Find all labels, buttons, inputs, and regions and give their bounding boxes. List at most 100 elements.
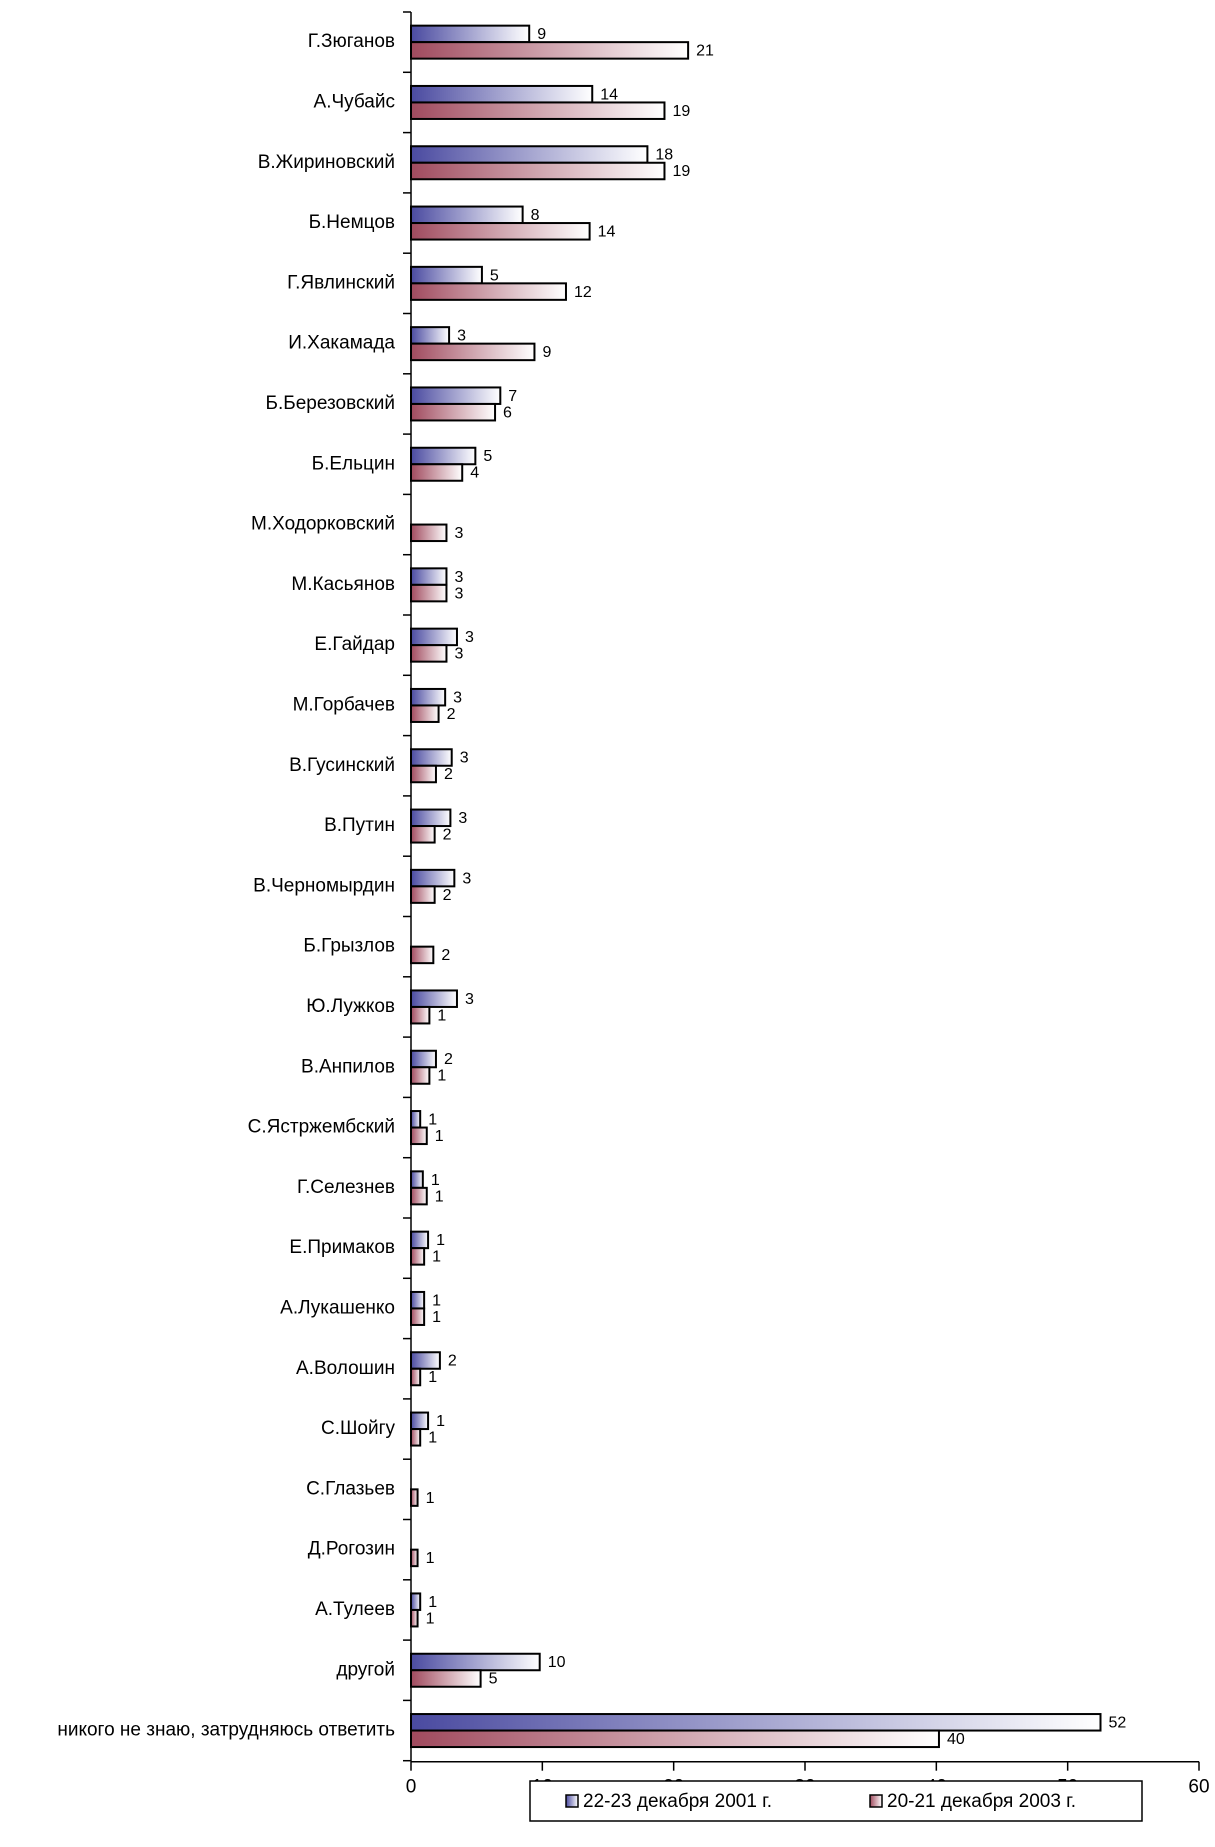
category-label: Д.Рогозин	[308, 1539, 395, 1560]
bar	[410, 1428, 422, 1447]
data-label: 3	[460, 750, 469, 767]
data-label: 1	[436, 1232, 445, 1249]
bar	[410, 523, 448, 543]
bar	[410, 282, 567, 301]
category-label: С.Шойгу	[321, 1418, 396, 1439]
category-label: Г.Селезнев	[297, 1177, 395, 1198]
data-label: 8	[531, 207, 540, 224]
bar	[410, 1367, 422, 1387]
data-label: 1	[426, 1550, 435, 1567]
category-label: В.Гусинский	[289, 755, 395, 776]
category-label: М.Ходорковский	[251, 514, 395, 535]
data-label: 1	[435, 1188, 444, 1205]
bar	[410, 1110, 422, 1129]
bar	[410, 1049, 437, 1069]
category-label: никого не знаю, затрудняюсь ответить	[57, 1720, 395, 1741]
bar	[410, 265, 483, 285]
data-label: 2	[441, 947, 450, 964]
x-tick-label: 0	[406, 1777, 417, 1798]
data-label: 3	[465, 991, 474, 1008]
bar	[410, 583, 448, 603]
bar	[410, 342, 536, 362]
bar	[410, 1729, 940, 1749]
data-label: 1	[432, 1292, 441, 1309]
data-label: 3	[457, 328, 466, 345]
data-label: 19	[672, 163, 690, 180]
category-label: Г.Зюганов	[308, 31, 395, 52]
bar	[410, 1608, 419, 1628]
bar	[410, 1186, 428, 1206]
bars	[410, 24, 1102, 1749]
data-label: 18	[655, 147, 673, 164]
bar	[410, 885, 436, 904]
category-label: С.Ястржембский	[248, 1117, 395, 1138]
data-label: 1	[426, 1610, 435, 1627]
category-label: В.Путин	[324, 815, 395, 836]
bar	[410, 567, 448, 586]
category-label: Е.Гайдар	[314, 634, 395, 655]
legend-box	[529, 1780, 1143, 1822]
data-label: 14	[600, 86, 618, 103]
category-label: А.Волошин	[296, 1358, 395, 1379]
category-label: Б.Березовский	[266, 393, 395, 414]
data-label: 12	[574, 284, 592, 301]
category-labels: Г.Зюганов А.Чубайс В.Жириновский Б.Немцов Г.…	[57, 31, 395, 1740]
category-label: М.Горбачев	[293, 694, 395, 715]
bar	[410, 627, 458, 647]
bar	[410, 825, 436, 844]
data-label: 2	[448, 1353, 457, 1370]
legend-label: 20-21 декабря 2003 г.	[887, 1791, 1076, 1812]
category-label: С.Глазьев	[306, 1478, 395, 1499]
category-label: Г.Явлинский	[287, 272, 395, 293]
bar	[410, 1290, 426, 1310]
bar	[410, 868, 456, 888]
category-label: Ю.Лужков	[306, 996, 395, 1017]
bar	[410, 205, 524, 225]
data-label: 5	[490, 267, 499, 284]
bar	[410, 945, 435, 965]
category-label: А.Лукашенко	[280, 1297, 395, 1318]
data-label: 3	[462, 870, 471, 887]
bar	[410, 1669, 482, 1688]
data-label: 3	[453, 689, 462, 706]
data-label: 1	[432, 1309, 441, 1326]
bar	[410, 386, 502, 405]
legend-label: 22-23 декабря 2001 г.	[583, 1791, 772, 1812]
category-label: В.Черномырдин	[253, 875, 395, 896]
data-label: 10	[548, 1654, 566, 1671]
data-label: 1	[437, 1007, 446, 1024]
data-label: 7	[508, 388, 517, 405]
bar	[410, 84, 594, 104]
bar	[410, 1126, 428, 1146]
bar	[410, 808, 452, 828]
data-label: 5	[489, 1671, 498, 1688]
category-label: А.Чубайс	[314, 91, 395, 112]
bar	[410, 1005, 431, 1025]
data-label: 1	[435, 1128, 444, 1145]
bar	[410, 222, 591, 241]
bar	[410, 1592, 422, 1611]
data-label: 1	[428, 1369, 437, 1386]
bar	[410, 402, 497, 422]
bar	[410, 1170, 424, 1189]
bar	[410, 1652, 541, 1672]
legend: 22-23 декабря 2001 г. 20-21 декабря 2003 …	[529, 1780, 1143, 1822]
legend-swatch	[565, 1794, 579, 1808]
bar	[410, 1230, 430, 1250]
bar	[410, 1548, 419, 1568]
bar	[410, 145, 649, 164]
value-labels: 9211419181981451239765433333323232322312…	[426, 26, 1127, 1748]
data-label: 52	[1109, 1715, 1127, 1732]
data-label: 14	[598, 224, 616, 241]
category-label: И.Хакамада	[288, 333, 395, 354]
bar	[410, 1307, 426, 1326]
category-label: другой	[336, 1659, 395, 1680]
bar	[410, 644, 448, 663]
legend-swatch	[869, 1794, 883, 1808]
data-label: 9	[542, 344, 551, 361]
bar	[410, 1488, 419, 1507]
bar	[410, 1411, 430, 1431]
category-label: В.Анпилов	[301, 1056, 395, 1077]
